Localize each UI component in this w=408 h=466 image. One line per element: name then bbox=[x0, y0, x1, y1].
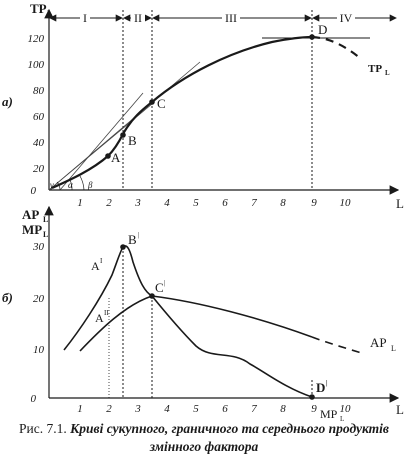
curve-label-A1-sup: I bbox=[100, 257, 103, 265]
top-y-tick: 0 bbox=[31, 185, 37, 197]
bottom-x-tick: 10 bbox=[340, 403, 352, 415]
point-label-D: D bbox=[318, 22, 327, 37]
bottom-x-tick: 1 bbox=[77, 403, 83, 415]
point-label-B: B bbox=[128, 133, 137, 148]
point-A bbox=[105, 153, 111, 159]
angle-label-gamma: γ bbox=[50, 180, 54, 190]
top-x-tick: 6 bbox=[222, 197, 228, 209]
ap-curve-label-sub: L bbox=[391, 344, 396, 353]
tangent-line bbox=[59, 92, 144, 191]
bottom-x-tick: 5 bbox=[193, 403, 199, 415]
point-D bbox=[309, 34, 315, 40]
point-label-B-prime-sup: | bbox=[138, 231, 139, 239]
stage-label-2: II bbox=[134, 11, 142, 25]
top-x-tick: 5 bbox=[193, 197, 199, 209]
ap-curve bbox=[79, 295, 313, 352]
bottom-y-axis-label-ap: AP bbox=[22, 207, 39, 222]
top-x-axis-label: L bbox=[396, 196, 404, 211]
top-chart: TP L L а) 0 20 40 60 80 100 120 1 2 3 4 … bbox=[2, 1, 404, 211]
mp-curve-label: MP bbox=[320, 407, 338, 421]
bottom-panel-label: б) bbox=[2, 290, 13, 305]
angle-label-alpha: α bbox=[68, 180, 73, 190]
bottom-x-axis-label: L bbox=[396, 402, 404, 417]
top-x-ticks: 1 2 3 4 5 6 7 8 9 10 bbox=[77, 197, 351, 209]
top-x-tick: 4 bbox=[164, 197, 170, 209]
angle-label-beta: β bbox=[87, 180, 93, 190]
top-x-tick: 2 bbox=[106, 197, 112, 209]
top-y-axis-label: TP bbox=[30, 1, 47, 16]
bottom-y-tick: 0 bbox=[31, 393, 37, 405]
caption-prefix: Рис. 7.1. bbox=[19, 421, 71, 436]
bottom-y-tick: 30 bbox=[32, 241, 45, 253]
top-x-tick: 9 bbox=[311, 197, 317, 209]
top-y-tick: 100 bbox=[28, 59, 45, 71]
point-C bbox=[149, 99, 155, 105]
point-D-prime bbox=[309, 394, 315, 400]
bottom-x-tick: 4 bbox=[164, 403, 170, 415]
top-y-tick: 60 bbox=[33, 111, 45, 123]
point-label-D-prime-sup: | bbox=[326, 379, 328, 387]
caption-title: Криві сукупного, граничного та середньог… bbox=[70, 421, 389, 454]
top-x-tick: 8 bbox=[280, 197, 286, 209]
bottom-y-tick: 10 bbox=[33, 344, 45, 356]
point-label-C-prime: C bbox=[155, 280, 164, 295]
bottom-x-tick: 3 bbox=[134, 403, 141, 415]
tp-curve-dashed bbox=[311, 35, 361, 59]
top-x-tick: 1 bbox=[77, 197, 83, 209]
stage-label-3: III bbox=[225, 11, 237, 25]
ap-curve-dashed bbox=[311, 336, 366, 355]
mp-curve-label-sub: L bbox=[340, 415, 344, 423]
top-y-axis-sub: L bbox=[47, 9, 52, 18]
bottom-x-tick: 2 bbox=[106, 403, 112, 415]
curve-label-A1: A bbox=[91, 259, 100, 273]
point-B bbox=[120, 132, 126, 138]
top-y-tick: 40 bbox=[33, 137, 45, 149]
tp-curve bbox=[51, 35, 313, 190]
point-label-A: A bbox=[111, 150, 121, 165]
top-y-ticks: 0 20 40 60 80 100 120 bbox=[28, 33, 45, 197]
point-label-C-prime-sup: | bbox=[164, 279, 165, 287]
top-x-tick: 10 bbox=[340, 197, 352, 209]
bottom-y-tick: 20 bbox=[33, 293, 45, 305]
ap-curve-label: AP bbox=[370, 335, 387, 350]
point-B-prime bbox=[120, 244, 126, 250]
bottom-x-tick: 6 bbox=[222, 403, 228, 415]
top-panel-label: а) bbox=[2, 94, 13, 109]
top-x-tick: 3 bbox=[134, 197, 141, 209]
bottom-y-axis-label-mp-sub: L bbox=[43, 230, 48, 239]
stage-label-4: IV bbox=[340, 11, 353, 25]
top-y-tick: 120 bbox=[28, 33, 45, 45]
point-label-B-prime: B bbox=[128, 232, 137, 247]
bottom-chart: AP L MP L L б) 0 10 20 30 1 2 3 4 5 6 7 … bbox=[2, 205, 404, 423]
top-y-tick: 80 bbox=[33, 85, 45, 97]
tp-curve-label: TP bbox=[368, 63, 382, 75]
stage-labels: I II III IV bbox=[80, 11, 355, 25]
bottom-y-ticks: 0 10 20 30 bbox=[31, 241, 45, 405]
tp-curve-label-sub: L bbox=[385, 69, 390, 77]
bottom-x-tick: 7 bbox=[251, 403, 257, 415]
bottom-y-axis-label-mp: MP bbox=[22, 222, 42, 237]
point-label-C: C bbox=[157, 96, 166, 111]
stage-label-1: I bbox=[83, 11, 87, 25]
angle-arc-beta bbox=[79, 175, 85, 191]
mp-curve bbox=[63, 245, 313, 398]
figure-caption: Рис. 7.1. Криві сукупного, граничного та… bbox=[0, 420, 408, 456]
point-C-prime bbox=[149, 293, 155, 299]
curve-label-A2: A bbox=[95, 311, 104, 325]
point-label-D-prime: D bbox=[316, 380, 325, 395]
top-y-tick: 20 bbox=[33, 163, 45, 175]
bottom-y-axis-label-ap-sub: L bbox=[43, 215, 48, 224]
bottom-x-tick: 9 bbox=[311, 403, 317, 415]
curve-label-A2-sup: II bbox=[104, 309, 109, 317]
bottom-x-ticks: 1 2 3 4 5 6 7 8 9 10 bbox=[77, 403, 351, 415]
top-x-tick: 7 bbox=[251, 197, 257, 209]
bottom-x-tick: 8 bbox=[280, 403, 286, 415]
